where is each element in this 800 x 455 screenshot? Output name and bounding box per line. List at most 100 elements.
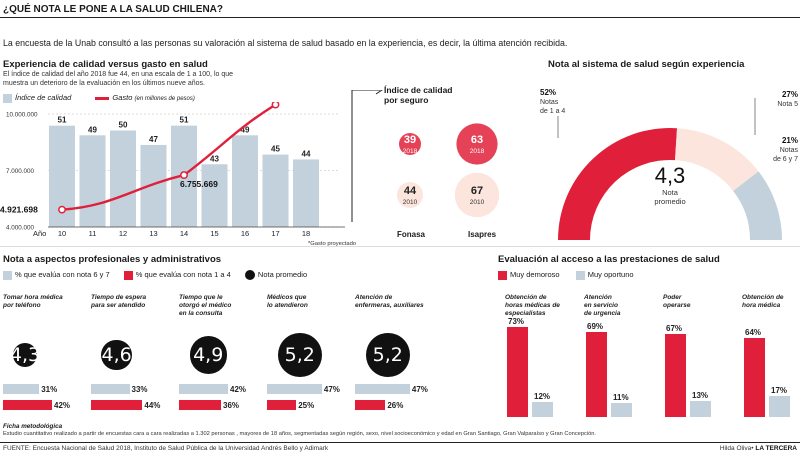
avg-score-circle: 4,9 [189,336,227,374]
timely-value: 11% [613,393,629,403]
access-category-label: operarse [663,302,691,309]
access-category-label: Poder [663,294,682,301]
legend-line-unit: (en millones de pesos) [134,96,195,102]
legend-line-label: Gasto [112,93,133,102]
timely-bar [769,396,790,417]
expense-label: 4.921.698 [0,205,38,215]
insurance-title-2: por seguro [384,95,429,105]
quality-bar-value: 49 [241,125,250,134]
gauge-segment [733,171,782,240]
quality-bar [262,154,289,227]
good-eval-bar [355,384,410,394]
quality-bar-value: 51 [180,116,189,125]
prof-category-label: para ser atendido [91,302,146,309]
isapres-label: Isapres [468,230,497,239]
bad-eval-bar [355,400,386,410]
quality-bar-value: 45 [271,145,280,154]
quality-bar [140,144,167,227]
bad-eval-bar [179,400,222,410]
gauge-right-label: Notas [780,147,799,154]
legend-avg-swatch [244,270,255,281]
prof-category-label: enfermeras, auxiliares [355,302,424,309]
gauge-left-label: de 1 a 4 [540,108,565,115]
bubble-2010-value: 44 [404,185,417,197]
prof-category-label: Tiempo que le [179,294,223,301]
gauge-right-label: de 6 y 7 [773,156,798,163]
x-tick-label: 14 [180,229,188,238]
legend-good-swatch [3,270,12,280]
quality-chart-desc-2: muestra un deterioro de la evaluación en… [3,80,205,87]
x-tick-label: 17 [271,229,279,238]
access-category-label: especialistas [505,310,546,317]
footer-rule [0,442,800,443]
credit-author: Hilda Oliva• [719,445,754,452]
good-eval-value: 33% [131,385,148,394]
insurance-arrow [351,90,383,222]
prof-category-label: otorgó el médico [179,302,232,309]
quality-bar-value: 43 [210,154,219,163]
gauge-right-pct: 21% [782,136,798,145]
legend-bad-swatch [123,270,133,280]
footer-credit: Hilda Oliva• LA TERCERA [720,445,797,452]
bubble-2018-year: 2018 [470,148,485,155]
access-legend: Muy demoroso Muy oportuno [498,270,634,280]
bubble-2010-year: 2010 [403,199,418,206]
bad-eval-value: 36% [223,401,240,410]
good-eval-bar [179,384,229,394]
header-rule [0,17,800,18]
bubble-2010 [397,182,423,208]
bad-eval-bar [267,400,297,410]
legend-slow-swatch [498,270,507,280]
timely-value: 13% [692,390,709,400]
prof-category-label: por teléfono [3,302,41,309]
bubble-2018 [456,123,498,165]
quality-bar-value: 49 [88,125,97,134]
access-category-label: Obtención de [505,294,547,301]
access-category-label: hora médica [742,302,781,309]
gauge-mid-label: Nota 5 [777,101,798,108]
bad-eval-value: 25% [298,401,315,410]
x-tick-label: 10 [58,229,66,238]
quality-bar [110,130,136,227]
insurance-bubbles: 39 2018 44 2010 63 2018 67 2010 [397,123,500,218]
prof-category-label: Tomar hora médica [3,294,63,301]
timely-value: 12% [534,392,551,402]
slow-bar [586,331,607,417]
gauge-center-label: promedio [654,197,685,206]
bad-eval-value: 44% [144,401,161,410]
prof-category-label: Tiempo de espera [91,294,147,301]
gauge-segment [558,128,678,240]
footnote: *Gasto proyectado [308,241,356,247]
quality-bar-value: 47 [149,135,158,144]
good-eval-bar [267,384,322,394]
x-tick-label: 11 [89,229,97,238]
bubble-2018-value: 39 [404,134,416,146]
bubble-2010-year: 2010 [470,199,485,206]
good-eval-value: 47% [411,385,428,394]
quality-legend: Índice de calidad Gasto (en millones de … [3,93,195,103]
brand-name: LA TERCERA [755,445,797,452]
gauge-center-label: Nota [662,188,679,197]
quality-bar [232,135,258,227]
good-eval-value: 42% [230,385,247,394]
slow-bar [507,327,528,417]
x-tick-label: 16 [241,229,249,238]
bubble-2018-value: 63 [471,134,483,146]
x-tick-label: 12 [119,229,127,238]
prof-legend: % que evalúa con nota 6 y 7 % que evalúa… [3,270,307,281]
prof-category-label: en la consulta [179,310,223,317]
legend-slow-label: Muy demoroso [510,270,560,279]
gauge-mid-pct: 27% [782,90,798,99]
prof-title: Nota a aspectos profesionales y administ… [3,254,222,265]
quality-bar [293,159,319,227]
good-eval-bar [3,384,40,394]
header-title: ¿QUÉ NOTA LE PONE A LA SALUD CHILENA? [3,4,223,15]
access-category-label: Obtención de [742,294,784,301]
gauge-chart: 52% Notas de 1 a 4 27% Nota 5 21% Notas de 6 y … [540,88,799,240]
prof-category-label: lo atendieron [267,302,308,309]
good-eval-value: 31% [41,385,58,394]
avg-score-circle: 5,2 [365,333,410,377]
quality-chart-desc-1: El índice de calidad del año 2018 fue 44… [3,71,234,78]
access-category-label: de urgencia [584,310,621,317]
legend-bar-swatch [3,93,12,103]
